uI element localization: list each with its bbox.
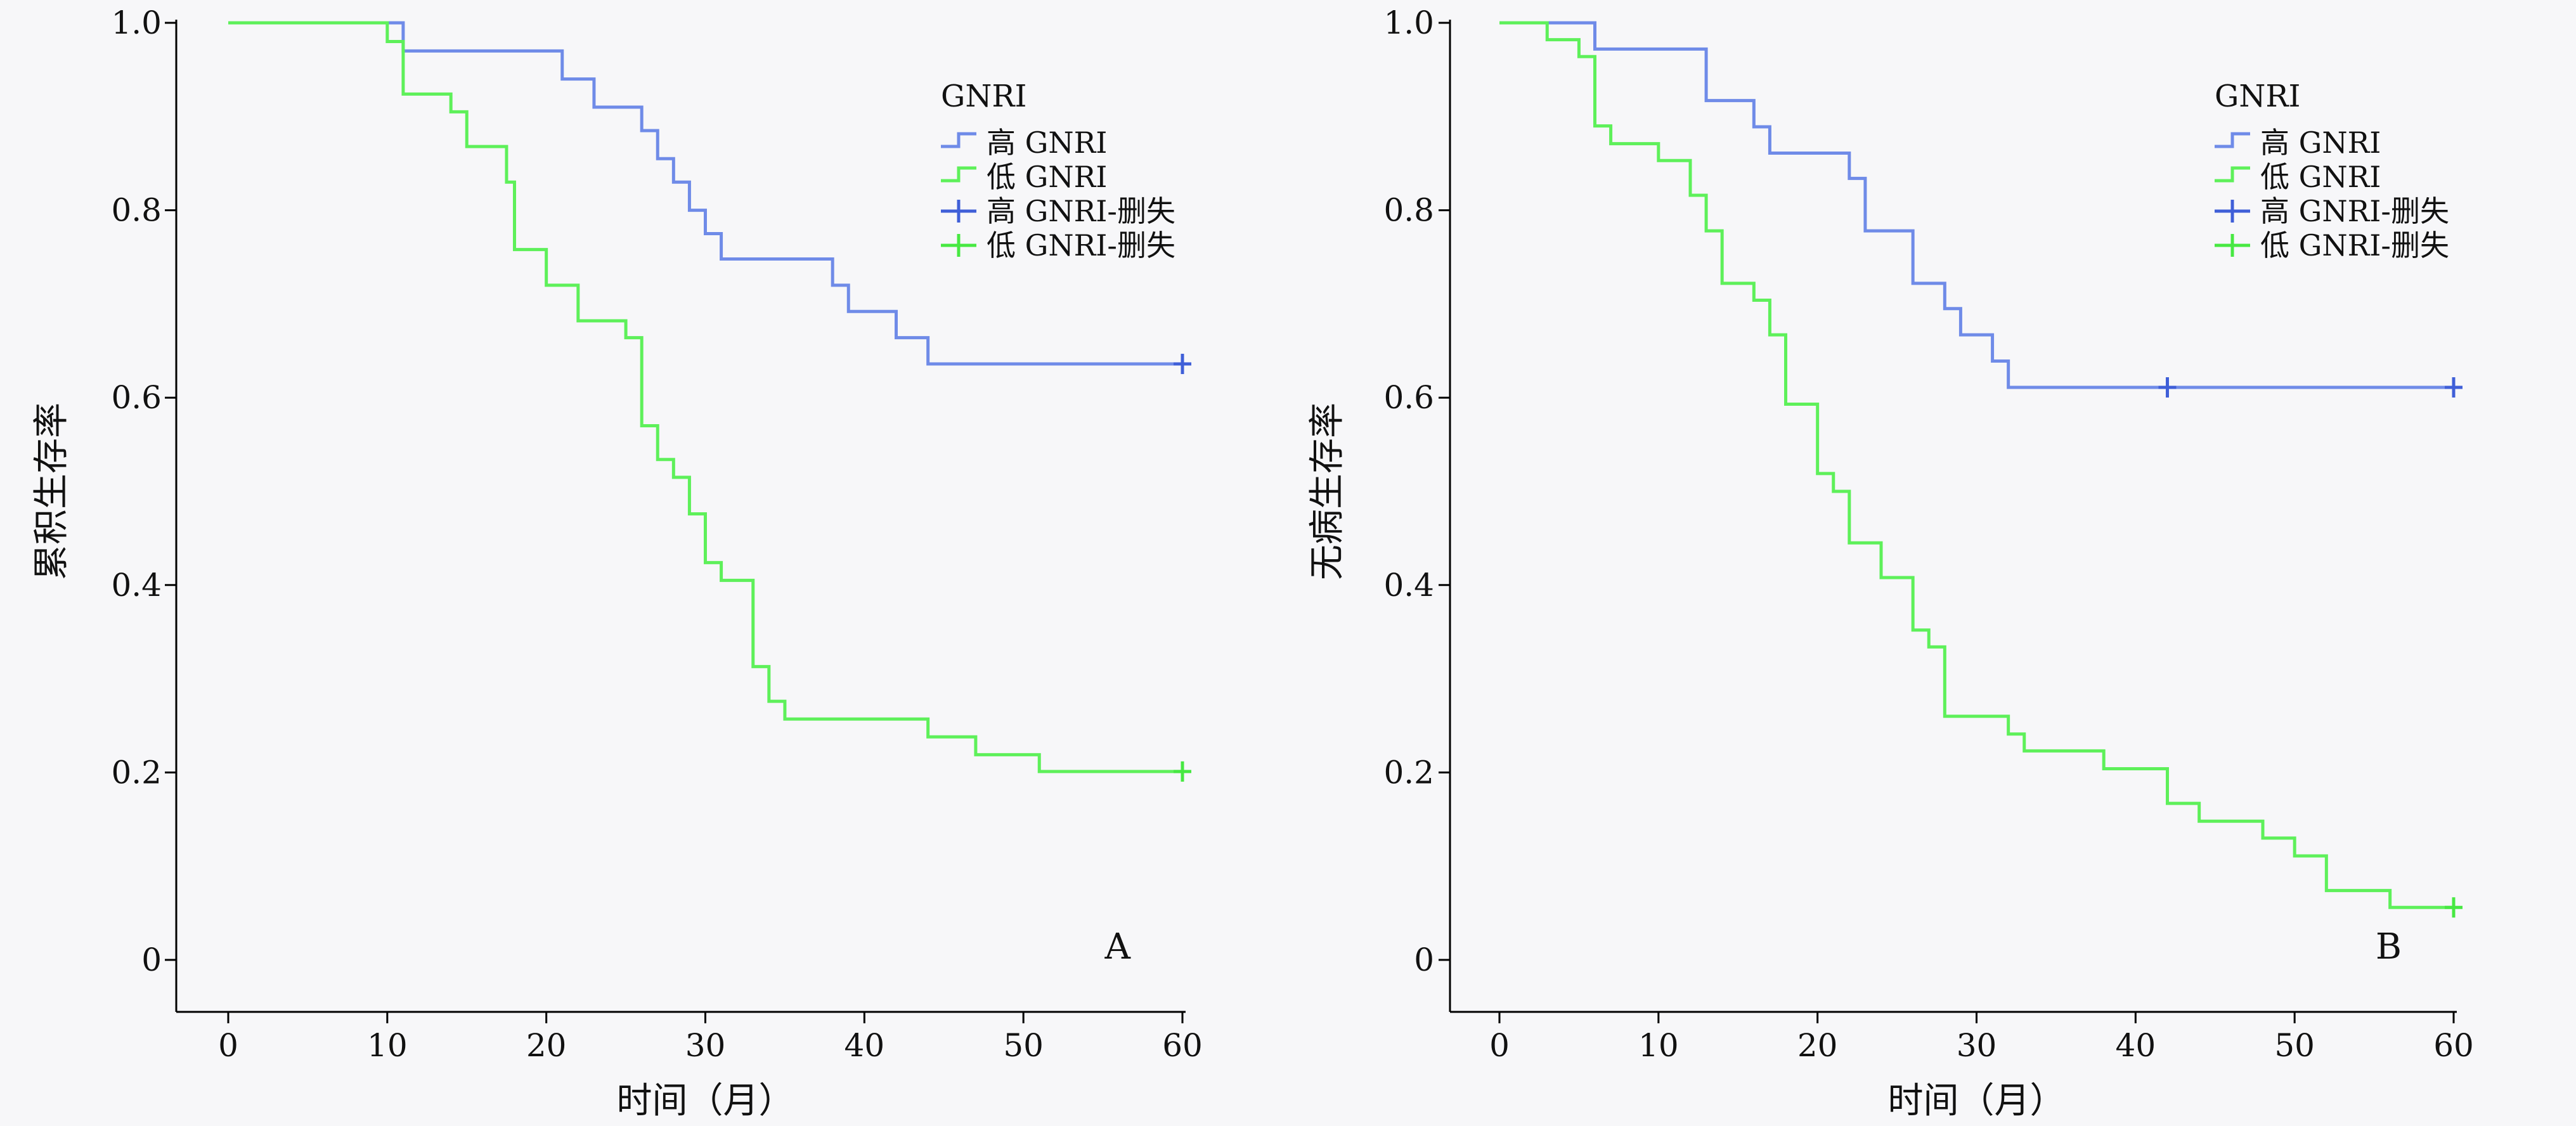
x-tick-label: 40 bbox=[2116, 1027, 2156, 1064]
x-tick-label: 0 bbox=[1489, 1027, 1510, 1064]
x-tick-label: 20 bbox=[526, 1027, 567, 1064]
x-tick-label: 10 bbox=[367, 1027, 408, 1064]
legend-swatch-line bbox=[2215, 166, 2250, 183]
legend-entry-label: 低 GNRI-删失 bbox=[2260, 228, 2449, 262]
legend-swatch-line bbox=[941, 166, 976, 183]
x-tick-label: 20 bbox=[1797, 1027, 1838, 1064]
y-tick-label: 0.6 bbox=[111, 379, 162, 416]
y-tick-label: 1.0 bbox=[1383, 4, 1434, 41]
x-tick-label: 60 bbox=[2433, 1027, 2474, 1064]
y-tick-label: 0.2 bbox=[111, 754, 162, 791]
y-tick-label: 0 bbox=[1414, 942, 1434, 978]
censor-mark-low-gnri bbox=[1174, 761, 1191, 782]
y-axis-label: 无病生存率 bbox=[1307, 403, 1348, 580]
x-tick-label: 0 bbox=[218, 1027, 238, 1064]
x-axis-label: 时间（月） bbox=[617, 1080, 794, 1122]
censor-mark-high-gnri bbox=[2445, 377, 2463, 398]
y-tick-label: 0.4 bbox=[1383, 567, 1434, 604]
legend-entry-label: 低 GNRI bbox=[987, 160, 1107, 194]
legend-swatch-censor bbox=[941, 234, 976, 257]
y-tick-label: 0 bbox=[141, 942, 162, 978]
y-tick-label: 0.8 bbox=[111, 192, 162, 229]
censor-mark-low-gnri bbox=[2445, 897, 2463, 918]
y-tick-label: 0.2 bbox=[1383, 754, 1434, 791]
y-tick-label: 1.0 bbox=[111, 4, 162, 41]
legend-swatch-censor bbox=[2215, 234, 2250, 257]
legend-entry-label: 高 GNRI bbox=[987, 126, 1107, 160]
legend-entry-label: 高 GNRI-删失 bbox=[2260, 194, 2449, 228]
x-axis-label: 时间（月） bbox=[1888, 1080, 2066, 1122]
legend-entry-label: 高 GNRI-删失 bbox=[987, 194, 1175, 228]
legend-swatch-censor bbox=[941, 200, 976, 223]
x-tick-label: 40 bbox=[845, 1027, 885, 1064]
x-tick-label: 50 bbox=[2274, 1027, 2315, 1064]
legend-entry-label: 低 GNRI-删失 bbox=[987, 228, 1175, 262]
legend-swatch-line bbox=[941, 132, 976, 148]
x-tick-label: 50 bbox=[1003, 1027, 1044, 1064]
panel-label: B bbox=[2376, 926, 2402, 967]
panel-b: 0 0.2 0.4 0.6 0.8 1.0 0 10 20 30 40 50 60 时间（月） 无病生存率 B… bbox=[1307, 4, 2474, 1122]
survival-curve-low-gnri bbox=[228, 21, 1182, 773]
legend-swatch-censor bbox=[2215, 200, 2250, 223]
y-tick-label: 0.4 bbox=[111, 567, 162, 604]
censor-mark-high-gnri bbox=[2158, 377, 2177, 398]
x-tick-label: 10 bbox=[1638, 1027, 1679, 1064]
legend-entry-label: 低 GNRI bbox=[2260, 160, 2381, 194]
survival-curve-low-gnri bbox=[1499, 21, 2454, 909]
censor-mark-high-gnri bbox=[1174, 353, 1191, 374]
legend-title: GNRI bbox=[941, 79, 1026, 114]
x-tick-label: 30 bbox=[1957, 1027, 1997, 1064]
x-tick-label: 60 bbox=[1162, 1027, 1203, 1064]
survival-curve-high-gnri bbox=[228, 21, 1182, 366]
legend-swatch-line bbox=[2215, 132, 2250, 148]
legend-title: GNRI bbox=[2215, 79, 2300, 114]
y-axis-label: 累积生存率 bbox=[31, 403, 72, 580]
y-tick-label: 0.6 bbox=[1383, 379, 1434, 416]
survival-curve-high-gnri bbox=[1499, 21, 2454, 389]
x-tick-label: 30 bbox=[685, 1027, 726, 1064]
panel-a: 0 0.2 0.4 0.6 0.8 1.0 0 10 20 30 40 50 60 时间（月） 累积生存率 A… bbox=[31, 4, 1203, 1122]
legend-entry-label: 高 GNRI bbox=[2260, 126, 2381, 160]
panel-label: A bbox=[1104, 926, 1131, 967]
y-tick-label: 0.8 bbox=[1383, 192, 1434, 229]
